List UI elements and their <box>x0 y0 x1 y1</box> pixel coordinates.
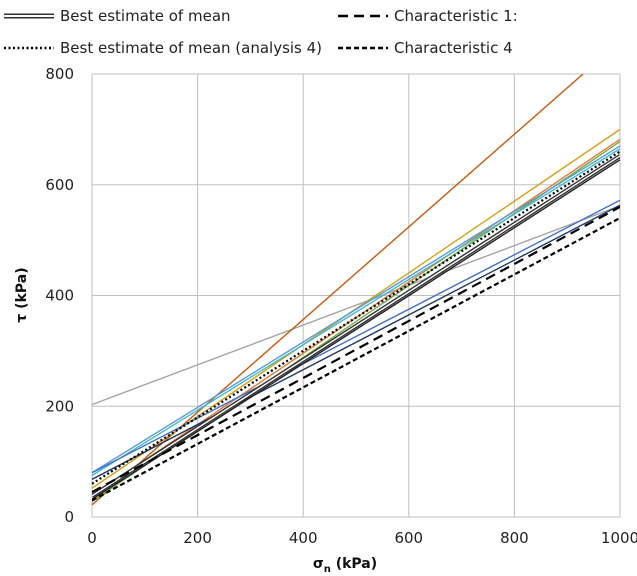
series-line-6 <box>92 145 620 474</box>
legend-item: Characteristic 4 <box>338 39 513 57</box>
y-tick-label: 0 <box>64 508 74 526</box>
x-axis-label-unit: (kPa) <box>331 556 377 572</box>
series-line-9 <box>92 204 620 480</box>
y-tick-label: 600 <box>45 176 74 194</box>
series-line-1 <box>92 205 620 406</box>
series-line-8 <box>92 199 620 474</box>
x-tick-label: 1000 <box>601 529 637 547</box>
series-line-14 <box>92 217 620 502</box>
series-line-11 <box>92 159 620 500</box>
series-line-7 <box>92 148 620 477</box>
legend-label: Characteristic 4 <box>394 39 513 57</box>
y-axis-label: τ (kPa) <box>14 267 30 322</box>
x-axis-label-main: σ <box>313 556 324 572</box>
series-line-12 <box>92 150 620 485</box>
y-tick-label: 400 <box>45 287 74 305</box>
legend: Best estimate of mean Characteristic 1: Be… <box>4 7 518 57</box>
series-line-2 <box>92 74 584 506</box>
legend-label: Best estimate of mean <box>60 7 231 25</box>
x-tick-label: 400 <box>289 529 318 547</box>
x-axis-label: σn (kPa) <box>313 556 377 575</box>
legend-item: Best estimate of mean (analysis 4) <box>4 39 322 57</box>
y-tick-label: 800 <box>45 65 74 83</box>
x-axis-label-sub: n <box>324 564 331 575</box>
series-line-10-inner <box>92 155 620 497</box>
x-tick-label: 800 <box>500 529 529 547</box>
x-tick-label: 200 <box>183 529 212 547</box>
legend-item: Characteristic 1: <box>338 7 518 25</box>
plot-frame <box>91 73 621 518</box>
x-tick-label: 600 <box>394 529 423 547</box>
gridlines <box>92 74 620 517</box>
y-tick-label: 200 <box>45 397 74 415</box>
tick-labels: 0 200 400 600 800 1000 0 200 400 600 800 <box>45 65 637 547</box>
x-tick-label: 0 <box>87 529 97 547</box>
series-line-13 <box>92 205 620 494</box>
legend-label: Best estimate of mean (analysis 4) <box>60 39 322 57</box>
legend-label: Characteristic 1: <box>394 7 518 25</box>
legend-item: Best estimate of mean <box>4 7 231 25</box>
series-layer <box>92 74 620 506</box>
